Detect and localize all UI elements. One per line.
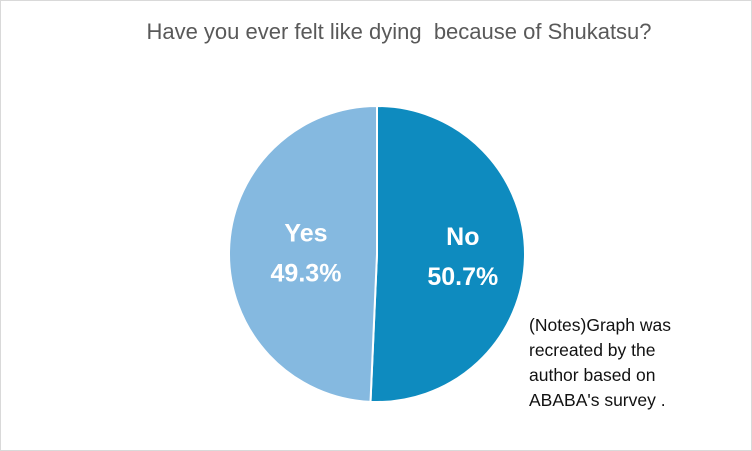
chart-notes: (Notes)Graph was recreated by the author…	[529, 313, 671, 413]
chart-title: Have you ever felt like dying because of…	[146, 19, 652, 44]
note-line: author based on	[529, 365, 656, 385]
note-line: recreated by the	[529, 340, 656, 360]
slice-label-yes: Yes	[284, 219, 327, 247]
slice-value-label-no: 50.7%	[427, 263, 498, 291]
note-line: (Notes)Graph was	[529, 315, 671, 335]
note-line: ABABA's survey .	[529, 390, 666, 410]
pie-slice-no	[369, 104, 526, 403]
slice-label-no: No	[446, 223, 479, 251]
pie-slice-yes	[228, 104, 378, 403]
slice-value-label-yes: 49.3%	[271, 259, 342, 287]
